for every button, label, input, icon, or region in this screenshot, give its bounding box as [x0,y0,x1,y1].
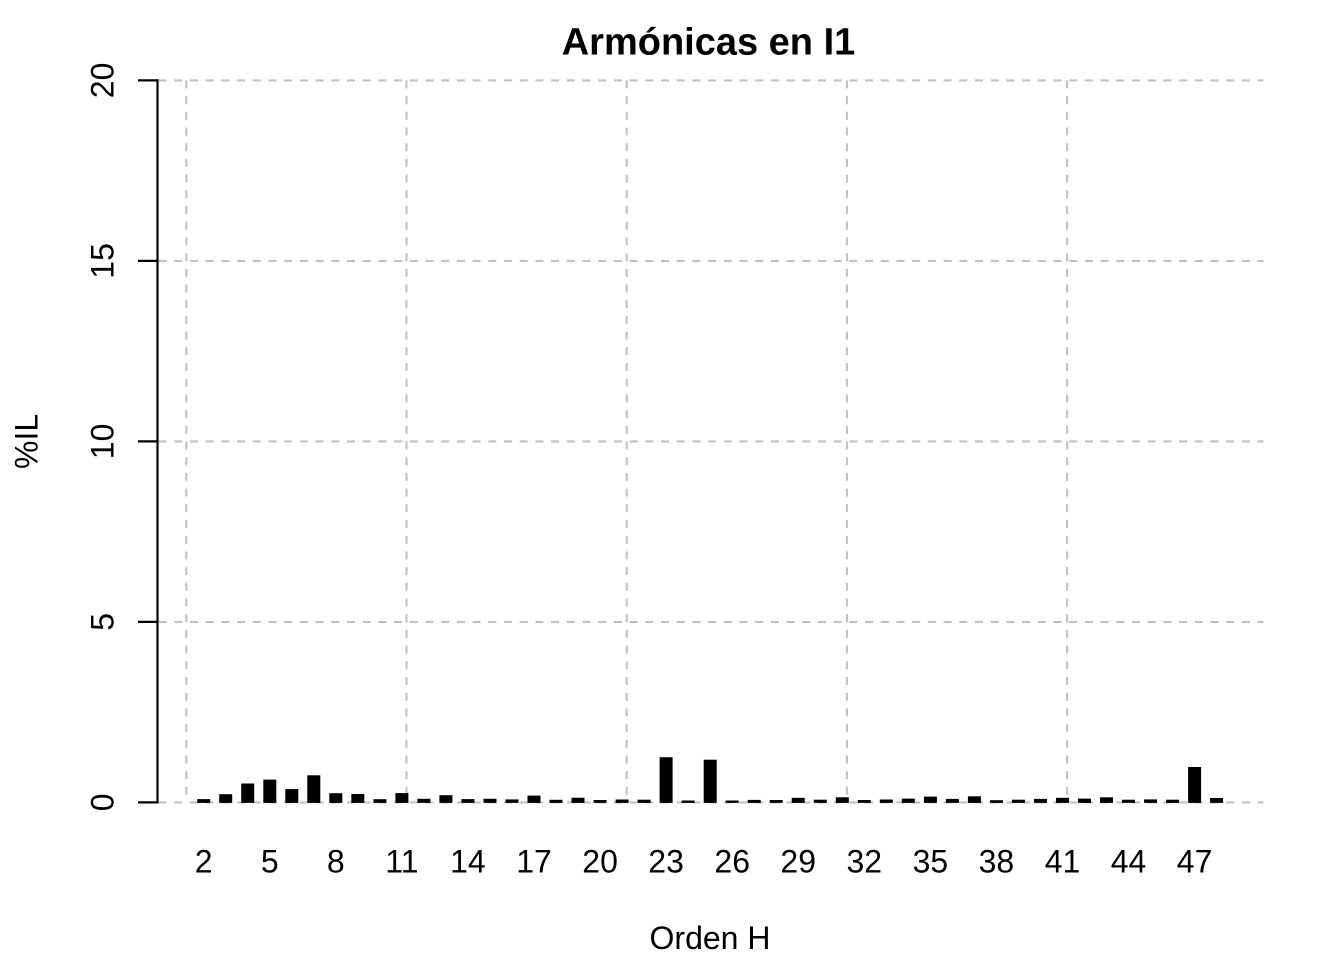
svg-text:Orden H: Orden H [650,920,771,956]
svg-text:29: 29 [780,844,816,880]
svg-text:14: 14 [450,844,486,880]
svg-text:47: 47 [1177,844,1213,880]
svg-text:17: 17 [516,844,552,880]
svg-text:10: 10 [85,424,121,460]
svg-text:5: 5 [85,613,121,631]
svg-text:20: 20 [582,844,618,880]
svg-text:5: 5 [261,844,279,880]
svg-text:35: 35 [913,844,949,880]
svg-text:26: 26 [714,844,750,880]
svg-text:8: 8 [327,844,345,880]
svg-text:41: 41 [1045,844,1081,880]
svg-text:Armónicas en I1: Armónicas en I1 [562,22,856,64]
svg-text:2: 2 [195,844,213,880]
svg-text:20: 20 [85,63,121,99]
svg-text:32: 32 [847,844,883,880]
svg-text:15: 15 [85,243,121,279]
svg-text:%IL: %IL [8,414,44,469]
svg-text:44: 44 [1111,844,1147,880]
svg-text:23: 23 [648,844,684,880]
svg-text:0: 0 [85,794,121,812]
svg-text:11: 11 [385,844,418,880]
svg-text:38: 38 [979,844,1015,880]
